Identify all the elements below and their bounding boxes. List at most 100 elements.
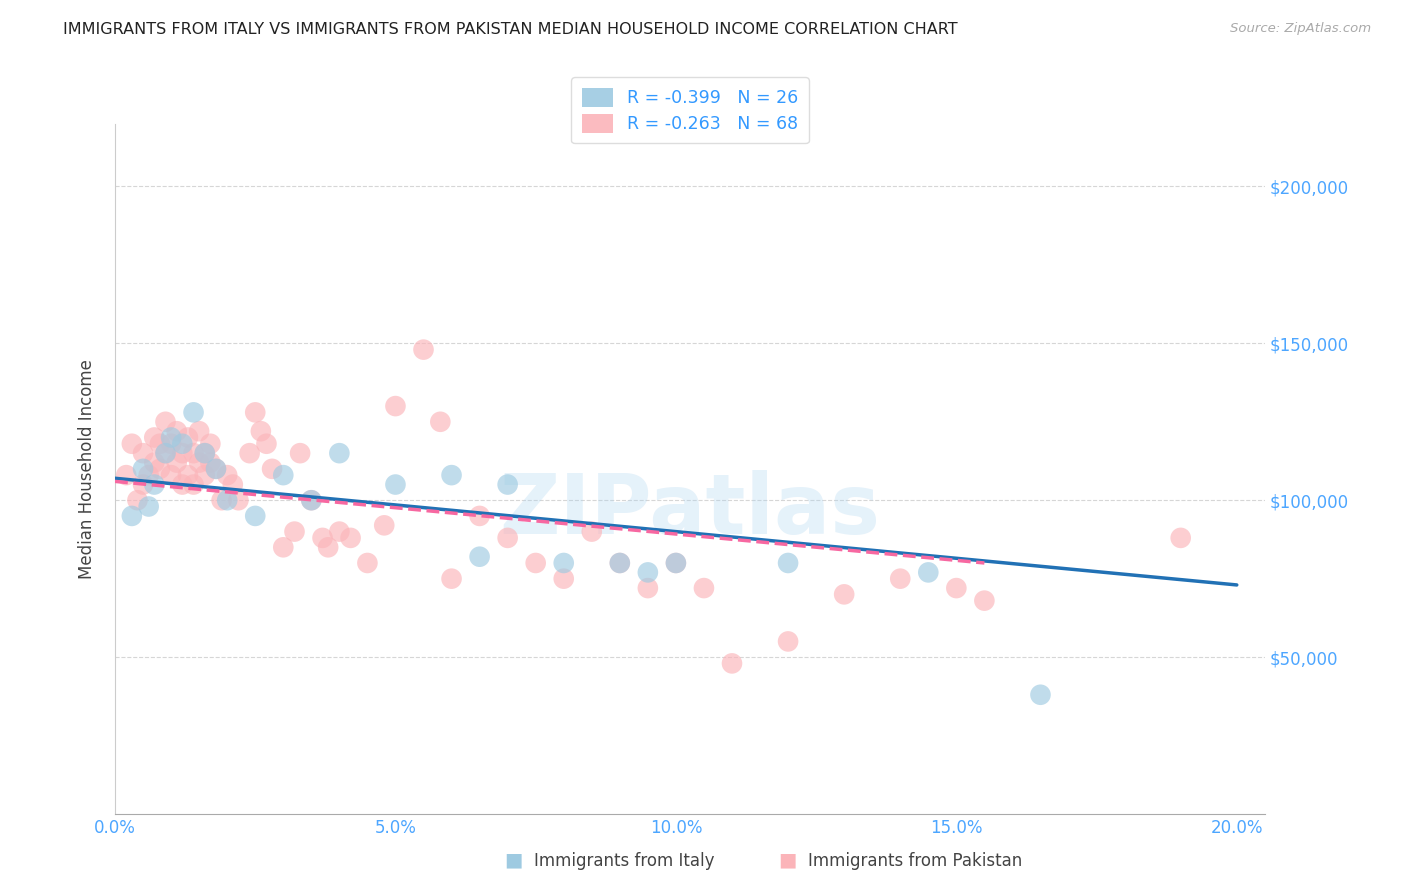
Point (172, 446, 194, 460)
Point (155, 446, 177, 460)
Point (200, 436, 222, 450)
Point (149, 462, 172, 476)
Point (155, 415, 177, 429)
Text: Immigrants from Italy: Immigrants from Italy (534, 852, 714, 870)
Point (693, 581, 716, 595)
Point (160, 430, 183, 444)
Point (356, 556, 378, 570)
Point (339, 531, 361, 545)
Point (299, 493, 322, 508)
Point (429, 415, 451, 429)
Point (721, 657, 744, 671)
Point (581, 524, 603, 539)
Point (553, 572, 575, 586)
Point (239, 446, 262, 460)
Point (188, 424, 211, 438)
Point (637, 581, 659, 595)
Point (316, 541, 339, 555)
Point (917, 566, 939, 580)
Point (222, 477, 245, 491)
Point (609, 556, 631, 570)
Point (496, 477, 519, 491)
Point (127, 493, 149, 508)
Point (412, 343, 434, 357)
Point (138, 468, 160, 483)
Point (637, 566, 659, 580)
Point (183, 446, 205, 460)
Point (166, 424, 188, 438)
Point (468, 508, 491, 523)
Point (188, 456, 211, 470)
Point (132, 477, 155, 491)
Point (832, 587, 855, 601)
Point (288, 446, 311, 460)
Point (373, 518, 395, 533)
Point (889, 572, 911, 586)
Point (328, 524, 350, 539)
Point (245, 405, 267, 419)
Point (440, 468, 463, 483)
Point (205, 462, 228, 476)
Point (115, 468, 138, 483)
Point (194, 446, 217, 460)
Point (440, 572, 463, 586)
Point (166, 456, 188, 470)
Point (121, 508, 143, 523)
Point (177, 468, 200, 483)
Point (217, 468, 239, 483)
Y-axis label: Median Household Income: Median Household Income (79, 359, 96, 579)
Point (283, 524, 305, 539)
Point (256, 436, 278, 450)
Point (328, 446, 350, 460)
Point (945, 581, 967, 595)
Text: Source: ZipAtlas.com: Source: ZipAtlas.com (1230, 22, 1371, 36)
Point (194, 468, 217, 483)
Point (132, 446, 155, 460)
Point (665, 556, 688, 570)
Point (299, 493, 322, 508)
Point (121, 436, 143, 450)
Point (160, 468, 183, 483)
Text: ■: ■ (778, 851, 797, 870)
Point (160, 436, 183, 450)
Point (609, 556, 631, 570)
Point (271, 541, 294, 555)
Point (143, 477, 166, 491)
Point (778, 556, 800, 570)
Point (132, 462, 155, 476)
Point (271, 468, 294, 483)
Point (183, 477, 205, 491)
Point (205, 462, 228, 476)
Point (155, 446, 177, 460)
Point (665, 556, 688, 570)
Legend: R = -0.399   N = 26, R = -0.263   N = 68: R = -0.399 N = 26, R = -0.263 N = 68 (571, 78, 808, 144)
Text: ZIPatlas: ZIPatlas (499, 470, 880, 550)
Point (262, 462, 284, 476)
Point (311, 531, 333, 545)
Point (384, 477, 406, 491)
Point (250, 424, 273, 438)
Text: ■: ■ (503, 851, 523, 870)
Point (1029, 688, 1052, 702)
Point (172, 436, 194, 450)
Point (468, 549, 491, 564)
Point (524, 556, 547, 570)
Point (177, 430, 200, 444)
Point (496, 531, 519, 545)
Point (384, 399, 406, 413)
Point (245, 508, 267, 523)
Point (138, 500, 160, 514)
Point (1170, 531, 1192, 545)
Text: Immigrants from Pakistan: Immigrants from Pakistan (808, 852, 1022, 870)
Point (200, 456, 222, 470)
Point (553, 556, 575, 570)
Point (778, 634, 800, 648)
Point (143, 430, 166, 444)
Point (973, 593, 995, 607)
Point (183, 405, 205, 419)
Point (143, 456, 166, 470)
Point (211, 493, 233, 508)
Point (172, 477, 194, 491)
Text: IMMIGRANTS FROM ITALY VS IMMIGRANTS FROM PAKISTAN MEDIAN HOUSEHOLD INCOME CORREL: IMMIGRANTS FROM ITALY VS IMMIGRANTS FROM… (63, 22, 957, 37)
Point (228, 493, 250, 508)
